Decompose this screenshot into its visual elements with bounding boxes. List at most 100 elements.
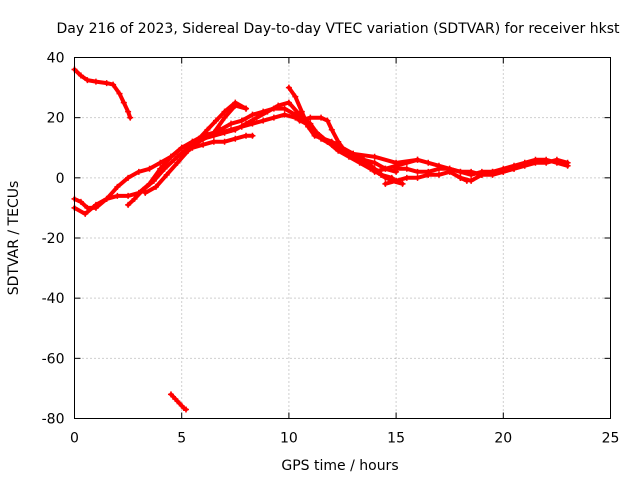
data-point bbox=[92, 78, 99, 85]
y-tick-label: 40 bbox=[47, 51, 65, 67]
data-point bbox=[285, 84, 292, 91]
data-point bbox=[489, 168, 496, 175]
data-point bbox=[114, 192, 121, 199]
data-point bbox=[82, 210, 89, 217]
data-point bbox=[335, 147, 342, 154]
data-point bbox=[403, 174, 410, 181]
y-axis-label: SDTVAR / TECUs bbox=[6, 181, 22, 296]
data-point bbox=[195, 138, 202, 145]
data-point bbox=[163, 171, 170, 178]
data-point bbox=[468, 177, 475, 184]
data-point bbox=[500, 168, 507, 175]
series-line bbox=[72, 103, 248, 210]
data-point bbox=[217, 129, 224, 136]
data-point bbox=[478, 171, 485, 178]
x-tick-label: 25 bbox=[602, 431, 620, 447]
data-point bbox=[238, 117, 245, 124]
data-point bbox=[311, 132, 318, 139]
data-point bbox=[232, 99, 239, 106]
data-point bbox=[521, 162, 528, 169]
data-point bbox=[305, 123, 312, 130]
data-point bbox=[140, 186, 147, 193]
data-point bbox=[457, 174, 464, 181]
data-point bbox=[125, 201, 132, 208]
y-tick-label: -60 bbox=[42, 351, 65, 367]
data-point bbox=[425, 168, 432, 175]
data-point bbox=[435, 171, 442, 178]
y-tick-label: -40 bbox=[42, 291, 65, 307]
data-point bbox=[399, 180, 406, 187]
data-point bbox=[92, 201, 99, 208]
data-point bbox=[161, 165, 168, 172]
data-point bbox=[103, 195, 110, 202]
data-point bbox=[281, 105, 288, 112]
data-point bbox=[335, 138, 342, 145]
series-layer bbox=[71, 66, 571, 413]
data-point bbox=[125, 108, 132, 115]
data-point bbox=[403, 165, 410, 172]
data-point bbox=[292, 114, 299, 121]
data-point bbox=[152, 183, 159, 190]
data-point bbox=[371, 153, 378, 160]
data-point bbox=[228, 120, 235, 127]
data-point bbox=[341, 147, 348, 154]
x-tick-label: 20 bbox=[494, 431, 512, 447]
data-point bbox=[150, 177, 157, 184]
series-arc-3 bbox=[71, 102, 250, 211]
data-point bbox=[393, 165, 400, 172]
series-arc-14 bbox=[457, 165, 518, 184]
x-tick-label: 5 bbox=[177, 431, 186, 447]
y-tick-label: -20 bbox=[42, 231, 65, 247]
data-point bbox=[435, 165, 442, 172]
y-tick-label: -80 bbox=[42, 412, 65, 428]
data-point bbox=[285, 99, 292, 106]
data-point bbox=[318, 114, 325, 121]
data-point bbox=[146, 165, 153, 172]
data-point bbox=[324, 117, 331, 124]
data-point bbox=[120, 99, 127, 106]
data-point bbox=[249, 120, 256, 127]
data-point bbox=[328, 126, 335, 133]
data-point bbox=[320, 135, 327, 142]
series-arc-2 bbox=[167, 391, 189, 413]
data-point bbox=[127, 114, 134, 121]
data-point bbox=[189, 144, 196, 151]
data-point bbox=[176, 400, 183, 407]
data-point bbox=[221, 138, 228, 145]
data-point bbox=[393, 177, 400, 184]
data-point bbox=[116, 90, 123, 97]
data-point bbox=[403, 159, 410, 166]
data-point bbox=[350, 153, 357, 160]
data-point bbox=[564, 159, 571, 166]
data-point bbox=[414, 168, 421, 175]
data-point bbox=[84, 77, 91, 84]
data-point bbox=[182, 406, 189, 413]
data-point bbox=[167, 391, 174, 398]
data-point bbox=[298, 108, 305, 115]
data-point bbox=[446, 165, 453, 172]
data-point bbox=[157, 159, 164, 166]
data-point bbox=[543, 159, 550, 166]
data-point bbox=[135, 168, 142, 175]
data-point bbox=[414, 174, 421, 181]
data-point bbox=[243, 132, 250, 139]
data-point bbox=[178, 144, 185, 151]
x-axis-label: GPS time / hours bbox=[281, 458, 398, 474]
data-point bbox=[131, 195, 138, 202]
data-point bbox=[307, 114, 314, 121]
data-point bbox=[249, 132, 256, 139]
data-point bbox=[553, 156, 560, 163]
data-point bbox=[142, 189, 149, 196]
data-point bbox=[114, 183, 121, 190]
data-point bbox=[238, 123, 245, 130]
data-point bbox=[213, 117, 220, 124]
data-point bbox=[296, 117, 303, 124]
y-tick-label: 20 bbox=[47, 111, 65, 127]
data-point bbox=[468, 168, 475, 175]
data-point bbox=[103, 80, 110, 87]
data-point bbox=[221, 108, 228, 115]
series-line bbox=[72, 67, 133, 120]
data-point bbox=[125, 192, 132, 199]
chart-title: Day 216 of 2023, Sidereal Day-to-day VTE… bbox=[57, 21, 620, 37]
